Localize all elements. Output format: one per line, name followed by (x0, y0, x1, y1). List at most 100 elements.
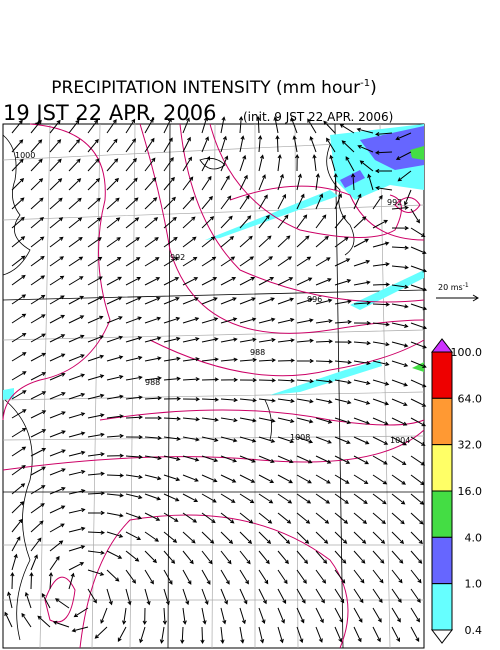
colorbar-label: 100.0 (451, 346, 483, 359)
wind-arrow (220, 317, 238, 324)
wind-arrow (353, 436, 370, 445)
wind-arrow (106, 493, 124, 498)
wind-arrow (391, 569, 403, 584)
wind-arrow (49, 449, 66, 457)
wind-arrow (201, 155, 211, 172)
wind-arrow (391, 436, 407, 446)
wind-arrow (220, 607, 227, 625)
wind-arrow (238, 116, 244, 134)
wind-arrow (182, 531, 196, 544)
wind-arrow (144, 336, 162, 343)
wind-arrow (125, 138, 137, 153)
wind-arrow (201, 116, 208, 134)
wind-arrow (315, 436, 332, 444)
wind-arrow (391, 205, 409, 210)
wind-arrow (296, 493, 312, 504)
wind-arrow (220, 155, 229, 172)
wind-arrow (353, 417, 370, 425)
wind-arrow (182, 136, 191, 153)
wind-arrow (334, 398, 352, 405)
wind-arrow (144, 512, 161, 521)
wind-arrow (68, 572, 75, 590)
wind-arrow (125, 336, 143, 343)
wind-arrow (277, 493, 293, 504)
wind-arrow (315, 193, 324, 210)
wind-arrow (334, 340, 353, 345)
wind-arrow (11, 501, 25, 514)
wind-arrow (375, 132, 393, 137)
wind-arrow (68, 526, 86, 533)
wind-arrow (395, 151, 412, 160)
wind-arrow (144, 177, 157, 191)
wind-arrow (353, 320, 372, 326)
wind-arrow (309, 135, 317, 153)
wind-arrow (87, 178, 101, 191)
wind-arrow (353, 626, 362, 643)
wind-arrow (239, 569, 249, 585)
wind-arrow (125, 375, 143, 381)
wind-arrow (410, 341, 427, 349)
contour-label: 996 (307, 295, 322, 304)
wind-arrow (374, 168, 393, 174)
colorbar: 100.0 64.0 32.0 16.0 4.0 1.0 0.4 (430, 338, 483, 644)
wind-arrow (68, 469, 86, 476)
wind-arrow (49, 334, 66, 343)
wind-arrow (351, 172, 356, 191)
wind-arrow (87, 413, 105, 419)
wind-arrow (239, 607, 246, 625)
wind-arrow (163, 356, 181, 362)
wind-arrow (258, 455, 275, 463)
wind-arrow (11, 352, 27, 362)
wind-arrow (11, 409, 27, 419)
wind-arrow (239, 474, 256, 483)
wind-arrow (410, 246, 427, 255)
wind-arrow (391, 474, 406, 485)
wind-arrow (11, 158, 24, 172)
wind-arrow (220, 588, 228, 605)
wind-arrow (296, 417, 314, 424)
wind-arrow (87, 569, 105, 576)
wind-arrow (391, 417, 408, 426)
wind-arrow (258, 531, 272, 545)
wind-arrow (68, 217, 83, 229)
wind-arrow (201, 512, 216, 524)
wind-arrow (125, 395, 143, 400)
wind-arrow (144, 277, 161, 286)
wind-arrow (410, 455, 426, 466)
wind-arrow (68, 295, 85, 305)
wind-arrow (182, 277, 199, 286)
wind-arrow (315, 569, 327, 584)
wind-arrow (315, 455, 332, 464)
wind-arrow (106, 335, 124, 343)
wind-arrow (315, 339, 334, 344)
wind-arrow (296, 569, 307, 584)
wind-arrow (296, 338, 314, 343)
colorbar-label: 32.0 (458, 439, 483, 452)
wind-arrow (410, 417, 426, 427)
wind-arrow (239, 135, 245, 153)
wind-arrow (49, 236, 64, 248)
wind-arrow (391, 322, 409, 328)
wind-arrow (410, 550, 423, 564)
wind-arrow (277, 626, 284, 644)
wind-arrow (201, 417, 219, 422)
wind-arrow (30, 554, 38, 571)
wind-arrow (49, 256, 64, 267)
wind-arrow (30, 314, 46, 324)
wind-arrow (87, 354, 105, 362)
wind-arrow (220, 277, 237, 286)
wind-arrow (277, 398, 295, 403)
valid-time: 19 JST 22 APR. 2006 (3, 101, 217, 125)
wind-arrow (87, 315, 104, 324)
wind-arrow (220, 417, 238, 423)
colorbar-label: 64.0 (458, 392, 483, 405)
wind-arrow (106, 550, 123, 559)
wind-arrow (68, 158, 81, 172)
wind-arrow (30, 520, 44, 533)
wind-arrow (11, 553, 18, 571)
wind-arrow (391, 225, 410, 231)
wind-arrow (106, 512, 124, 518)
wind-arrow (410, 436, 426, 446)
wind-arrow (220, 135, 227, 153)
wind-arrow (372, 512, 386, 525)
